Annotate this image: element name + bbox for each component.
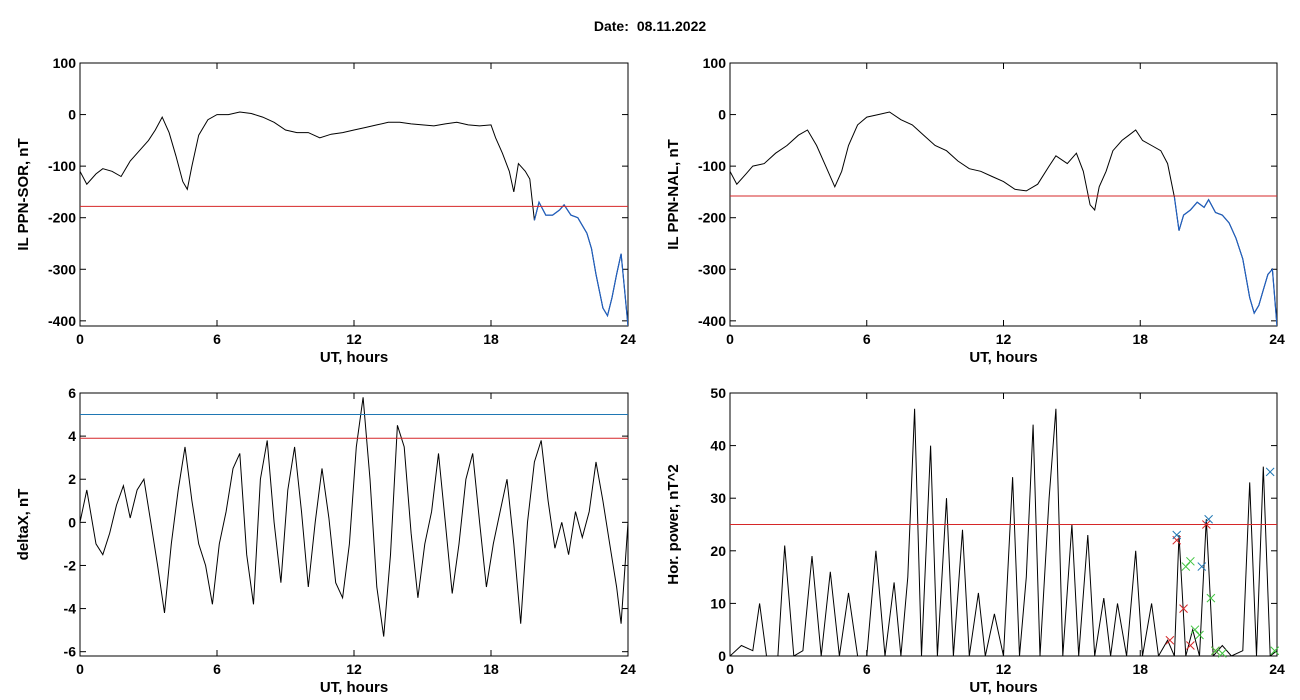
y-tick-label: 0 <box>68 514 76 530</box>
date-value: 08.11.2022 <box>636 18 707 34</box>
marker-red <box>1201 520 1211 529</box>
y-tick-label: -100 <box>698 158 726 174</box>
y-tick-label: 0 <box>68 107 76 123</box>
panel-2: 0 6 12 18 24 100 0 -100 -200 -300 -400 UT, hours IL … <box>665 55 1285 366</box>
data-series-line <box>730 408 1277 656</box>
x-tick-label: 18 <box>1132 331 1148 347</box>
x-tick-label: 12 <box>346 661 362 677</box>
date-label: Date: <box>593 18 629 34</box>
x-axis-label: UT, hours <box>320 349 388 366</box>
highlight-segment <box>1173 197 1277 326</box>
marker-blue <box>1197 562 1207 571</box>
y-axis-label: deltaX, nT <box>15 489 32 561</box>
y-axis-label: IL PPN-SOR, nT <box>15 138 32 250</box>
plot-frame <box>79 62 629 327</box>
data-series-line <box>730 111 1277 326</box>
data-series-line <box>80 397 628 637</box>
y-tick-label: 4 <box>68 428 76 444</box>
date-title: Date: 08.11.2022 <box>0 18 1300 34</box>
highlight-segment <box>533 200 628 326</box>
x-tick-label: 18 <box>483 331 499 347</box>
x-tick-label: 0 <box>76 331 84 347</box>
marker-blue <box>1172 530 1182 540</box>
marker-green <box>1211 646 1220 656</box>
x-tick-label: 24 <box>620 661 636 677</box>
x-tick-label: 18 <box>483 661 499 677</box>
marker-green <box>1217 649 1227 658</box>
x-tick-label: 12 <box>346 331 362 347</box>
plot-frame <box>729 62 1278 327</box>
marker-green <box>1270 646 1280 656</box>
plot-frame <box>79 392 629 657</box>
x-axis-label: UT, hours <box>320 679 388 696</box>
x-tick-label: 6 <box>213 331 221 347</box>
x-tick-label: 12 <box>996 661 1012 677</box>
y-tick-label: 0 <box>718 648 726 664</box>
marker-blue <box>1265 467 1275 477</box>
y-axis-label: Hor. power, nT^2 <box>665 464 682 584</box>
y-tick-label: 6 <box>68 385 76 401</box>
y-tick-label: -2 <box>64 557 77 573</box>
x-tick-label: 6 <box>213 661 221 677</box>
x-tick-label: 0 <box>726 331 734 347</box>
marker-red <box>1186 641 1195 650</box>
y-tick-label: 10 <box>710 595 726 611</box>
y-tick-label: -100 <box>48 158 76 174</box>
y-tick-label: -300 <box>48 261 76 277</box>
y-tick-label: 100 <box>703 55 727 71</box>
x-axis-label: UT, hours <box>969 679 1037 696</box>
x-tick-label: 6 <box>863 331 871 347</box>
y-axis-label: IL PPN-NAL, nT <box>665 139 682 250</box>
x-tick-label: 6 <box>863 661 871 677</box>
y-tick-label: 100 <box>53 55 77 71</box>
x-tick-label: 12 <box>996 331 1012 347</box>
y-tick-label: -200 <box>48 210 76 226</box>
y-tick-label: 30 <box>710 490 726 506</box>
y-tick-label: 2 <box>68 471 76 487</box>
y-tick-label: 50 <box>710 385 726 401</box>
x-tick-label: 0 <box>76 661 84 677</box>
marker-red <box>1179 604 1188 614</box>
panel-4: 0 6 12 18 24 50 40 30 20 10 0 UT, hours Hor. power, … <box>665 385 1285 696</box>
x-tick-label: 24 <box>1269 661 1285 677</box>
y-tick-label: -300 <box>698 261 726 277</box>
x-axis-label: UT, hours <box>969 349 1037 366</box>
marker-blue <box>1204 514 1213 524</box>
y-tick-label: -4 <box>64 601 77 617</box>
x-tick-label: 18 <box>1132 661 1148 677</box>
data-series-line <box>80 111 628 326</box>
marker-green <box>1186 556 1195 566</box>
y-tick-label: -400 <box>698 313 726 329</box>
y-tick-label: 0 <box>718 107 726 123</box>
panel-1: 0 6 12 18 24 100 0 -100 -200 -300 -400 UT, hours IL … <box>15 55 636 366</box>
x-tick-label: 24 <box>1269 331 1285 347</box>
marker-green <box>1195 630 1204 640</box>
y-tick-label: 20 <box>710 543 726 559</box>
y-tick-label: -6 <box>64 644 77 660</box>
y-tick-label: -400 <box>48 313 76 329</box>
marker-red <box>1165 635 1175 645</box>
panel-3: 0 6 12 18 24 6 4 2 0 -2 -4 -6 UT, hours deltaX, nT <box>15 385 636 696</box>
x-tick-label: 0 <box>726 661 734 677</box>
y-tick-label: -200 <box>698 210 726 226</box>
x-tick-label: 24 <box>620 331 636 347</box>
y-tick-label: 40 <box>710 438 726 454</box>
marker-green <box>1206 593 1216 603</box>
